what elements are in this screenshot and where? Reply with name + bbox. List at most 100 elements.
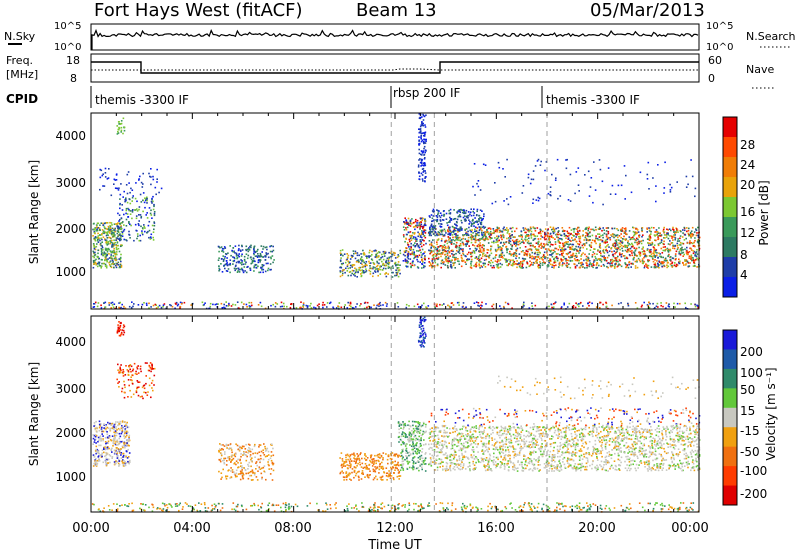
scatter-point: [562, 259, 564, 261]
scatter-point: [352, 255, 354, 257]
scatter-point: [424, 258, 426, 261]
scatter-point: [621, 241, 624, 244]
scatter-point: [130, 376, 132, 378]
scatter-point: [418, 224, 420, 226]
scatter-point: [509, 196, 512, 198]
scatter-point: [534, 165, 537, 167]
scatter-point: [500, 252, 503, 255]
scatter-point: [444, 230, 447, 232]
scatter-point: [665, 248, 667, 251]
scatter-point: [558, 242, 561, 244]
scatter-point: [148, 207, 151, 209]
scatter-point: [221, 250, 223, 252]
scatter-point: [128, 434, 131, 437]
scatter-point: [145, 199, 147, 202]
scatter-point: [449, 229, 451, 231]
scatter-point: [96, 226, 98, 228]
scatter-point: [100, 428, 103, 431]
scatter-point: [420, 161, 423, 164]
scatter-point: [394, 257, 397, 259]
scatter-point: [590, 241, 593, 244]
scatter-point: [245, 271, 248, 274]
scatter-point: [514, 254, 517, 257]
scatter-point: [112, 250, 115, 253]
scatter-point: [688, 241, 691, 244]
scatter-point: [474, 241, 477, 244]
scatter-point: [639, 255, 641, 257]
scatter-point: [435, 255, 437, 257]
scatter-point: [592, 262, 594, 265]
scatter-point: [456, 218, 459, 221]
scatter-point: [497, 245, 500, 247]
scatter-point: [467, 259, 469, 261]
scatter-point: [536, 256, 538, 258]
scatter-point: [534, 235, 536, 237]
scatter-point: [539, 261, 541, 263]
scatter-point: [117, 462, 120, 465]
scatter-point: [373, 250, 375, 252]
scatter-point: [410, 245, 412, 248]
scatter-point: [102, 185, 104, 187]
scatter-point: [551, 263, 554, 266]
scatter-point: [156, 181, 158, 183]
scatter-point: [423, 262, 426, 264]
scatter-point: [119, 429, 121, 431]
scatter-point: [632, 245, 635, 247]
scatter-point: [503, 229, 505, 231]
scatter-point: [587, 229, 589, 232]
scatter-point: [562, 245, 565, 248]
scatter-point: [129, 364, 131, 366]
scatter-point: [459, 247, 462, 250]
scatter-point: [587, 302, 589, 304]
scatter-point: [322, 306, 324, 309]
scatter-point: [376, 264, 379, 267]
scatter-point: [451, 265, 453, 268]
scatter-point: [557, 253, 559, 255]
scatter-point: [532, 256, 535, 258]
scatter-point: [674, 245, 676, 247]
scatter-point: [643, 266, 646, 269]
scatter-point: [94, 463, 96, 465]
scatter-point: [106, 237, 109, 239]
scatter-point: [539, 164, 542, 166]
scatter-point: [220, 302, 223, 305]
scatter-point: [619, 243, 622, 245]
scatter-point: [152, 389, 154, 392]
scatter-point: [555, 227, 557, 230]
scatter-point: [114, 234, 116, 236]
scatter-point: [144, 362, 147, 364]
scatter-point: [110, 448, 112, 451]
scatter-point: [481, 236, 484, 239]
scatter-point: [410, 242, 412, 245]
scatter-point: [405, 238, 408, 240]
scatter-point: [482, 231, 485, 234]
scatter-point: [424, 219, 426, 221]
scatter-point: [511, 230, 513, 233]
scatter-point: [127, 448, 129, 451]
scatter-point: [499, 249, 502, 252]
scatter-point: [536, 227, 539, 229]
scatter-point: [619, 240, 622, 242]
scatter-point: [532, 244, 534, 247]
scatter-point: [633, 231, 636, 234]
scatter-point: [605, 249, 607, 252]
scatter-point: [270, 245, 273, 247]
scatter-point: [621, 250, 624, 252]
scatter-point: [471, 234, 473, 237]
scatter-point: [107, 258, 109, 260]
scatter-point: [518, 253, 521, 255]
scatter-point: [113, 178, 116, 181]
scatter-point: [111, 456, 114, 458]
scatter-point: [438, 231, 441, 234]
scatter-point: [250, 262, 252, 265]
scatter-point: [593, 264, 595, 266]
scatter-point: [465, 232, 467, 235]
scatter-point: [152, 178, 155, 181]
scatter-point: [658, 252, 660, 254]
scatter-point: [633, 247, 636, 249]
scatter-point: [270, 304, 272, 307]
scatter-point: [116, 439, 119, 442]
scatter-point: [613, 236, 615, 239]
scatter-point: [249, 245, 251, 248]
scatter-point: [458, 244, 461, 247]
